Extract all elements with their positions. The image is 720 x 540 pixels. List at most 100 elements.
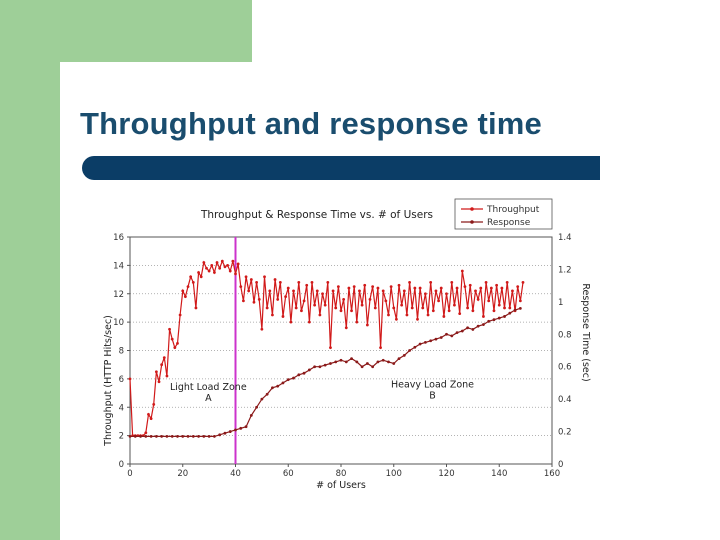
data-point-throughput	[508, 306, 512, 310]
data-point-throughput	[249, 278, 253, 281]
y2-tick-label: 0.8	[558, 330, 572, 340]
data-point-throughput	[149, 417, 153, 420]
data-point-throughput	[413, 286, 417, 290]
data-point-throughput	[183, 295, 187, 298]
data-point-response	[239, 426, 243, 430]
x-tick-label: 20	[177, 469, 188, 479]
data-point-response	[513, 308, 517, 312]
data-point-throughput	[521, 281, 525, 284]
y2-tick-label: 1.2	[558, 265, 572, 275]
data-point-throughput	[368, 298, 372, 301]
data-point-response	[170, 435, 174, 438]
data-point-throughput	[479, 286, 483, 290]
data-point-throughput	[236, 262, 240, 266]
y2-tick-label: 0.6	[558, 363, 572, 373]
data-point-response	[518, 306, 522, 310]
data-point-throughput	[307, 320, 311, 324]
data-point-throughput	[471, 309, 475, 313]
data-point-response	[381, 358, 385, 362]
data-point-throughput	[247, 289, 251, 293]
data-point-throughput	[492, 309, 496, 313]
data-point-throughput	[244, 275, 248, 279]
y2-tick-label: 1	[558, 298, 563, 308]
y-tick-label: 10	[113, 318, 124, 328]
data-point-throughput	[334, 306, 338, 310]
data-point-throughput	[191, 281, 195, 284]
series-line-throughput	[129, 259, 524, 437]
x-tick-label: 120	[438, 469, 454, 479]
data-point-throughput	[197, 271, 200, 274]
data-point-throughput	[495, 283, 499, 287]
data-point-throughput	[313, 303, 317, 307]
data-point-throughput	[360, 303, 364, 307]
data-point-response	[202, 435, 206, 438]
y-tick-label: 16	[113, 233, 124, 243]
data-point-throughput	[463, 285, 467, 289]
series-line-response	[130, 307, 521, 437]
data-point-throughput	[489, 286, 493, 290]
data-point-response	[376, 360, 380, 364]
data-point-response	[213, 435, 216, 438]
data-point-response	[408, 349, 411, 352]
data-point-throughput	[234, 272, 237, 276]
data-point-response	[234, 428, 237, 432]
data-point-throughput	[265, 306, 269, 310]
data-point-throughput	[147, 412, 150, 416]
y-axis-label: Throughput (HTTP Hits/sec)	[103, 315, 114, 447]
data-point-response	[281, 381, 285, 385]
data-point-throughput	[252, 300, 256, 304]
data-point-throughput	[350, 309, 353, 313]
data-point-response	[186, 435, 190, 438]
data-point-throughput	[437, 299, 440, 303]
chart-title: Throughput & Response Time vs. # of User…	[200, 209, 433, 221]
zone-annotation-letter: A	[205, 393, 212, 404]
data-point-throughput	[215, 261, 219, 264]
data-point-response	[371, 365, 375, 369]
data-point-throughput	[300, 309, 303, 313]
data-point-response	[455, 331, 459, 335]
data-point-throughput	[439, 286, 443, 290]
data-point-throughput	[257, 298, 261, 301]
slide-title: Throughput and response time	[80, 106, 543, 141]
data-point-response	[249, 413, 253, 417]
data-point-throughput	[394, 317, 398, 321]
data-point-throughput	[373, 306, 377, 310]
data-point-throughput	[339, 309, 343, 313]
data-point-response	[165, 435, 169, 438]
data-point-throughput	[381, 289, 385, 293]
data-point-throughput	[389, 285, 393, 289]
data-point-response	[503, 315, 506, 318]
data-point-throughput	[352, 285, 356, 289]
data-point-throughput	[284, 295, 288, 298]
data-point-response	[392, 362, 396, 365]
data-point-throughput	[173, 346, 177, 350]
data-point-throughput	[205, 266, 208, 270]
data-point-throughput	[445, 292, 448, 296]
data-point-throughput	[178, 313, 182, 317]
data-point-response	[139, 435, 142, 438]
data-point-throughput	[176, 342, 179, 345]
data-point-throughput	[231, 259, 235, 263]
data-point-throughput	[511, 289, 514, 293]
data-point-throughput	[154, 370, 158, 374]
data-point-response	[360, 365, 364, 369]
data-point-response	[350, 357, 353, 361]
data-point-throughput	[405, 313, 409, 317]
data-point-response	[313, 365, 317, 369]
data-point-response	[176, 435, 179, 438]
data-point-throughput	[255, 281, 258, 284]
data-point-throughput	[144, 431, 148, 435]
data-point-throughput	[268, 289, 272, 293]
data-point-throughput	[460, 269, 464, 273]
data-point-throughput	[468, 283, 472, 287]
x-tick-label: 40	[230, 469, 241, 479]
legend-label: Throughput	[486, 205, 540, 215]
data-point-response	[487, 319, 491, 323]
data-point-response	[223, 431, 227, 435]
data-point-throughput	[434, 289, 438, 293]
data-point-response	[334, 360, 338, 364]
data-point-response	[387, 360, 390, 364]
y2-axis-label: Response Time (sec)	[580, 283, 591, 381]
data-point-throughput	[292, 289, 295, 293]
data-point-throughput	[429, 281, 433, 284]
